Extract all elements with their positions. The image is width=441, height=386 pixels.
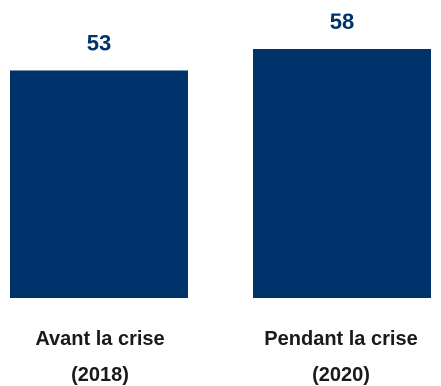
value-label-1: 58 (330, 9, 354, 34)
category-label-0-line-0: Avant la crise (35, 328, 164, 350)
bar-1 (253, 49, 431, 298)
bar-0 (10, 70, 188, 298)
value-label-0: 53 (87, 30, 111, 55)
category-label-0-line-1: (2018) (71, 364, 129, 386)
category-label-1-line-0: Pendant la crise (264, 328, 417, 350)
category-label-1-line-1: (2020) (312, 364, 370, 386)
